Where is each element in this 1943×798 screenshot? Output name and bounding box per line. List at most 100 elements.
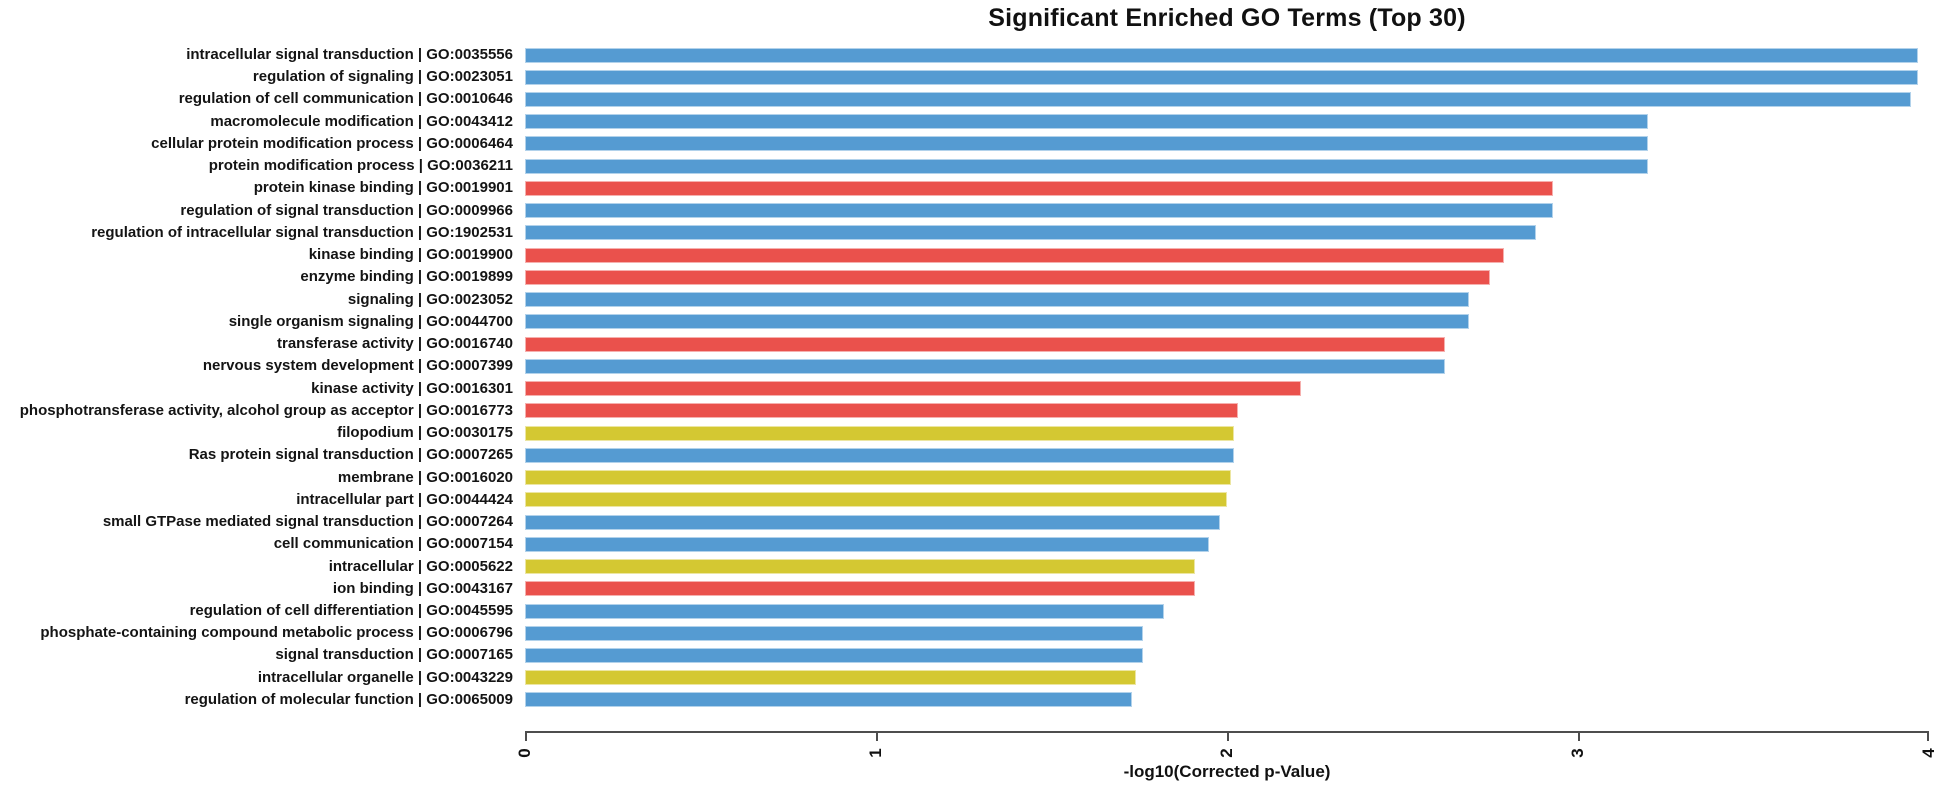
go-term-label: enzyme binding | GO:0019899	[300, 268, 513, 286]
value-bar	[525, 403, 1238, 419]
go-term-label: kinase binding | GO:0019900	[308, 246, 513, 264]
bar-track	[525, 692, 1929, 708]
bar-row: intracellular organelle | GO:0043229	[0, 667, 1943, 689]
chart-title: Significant Enriched GO Terms (Top 30)	[988, 4, 1466, 32]
value-bar	[525, 603, 1164, 619]
value-bar	[525, 692, 1132, 708]
x-axis-tick-label: 1	[866, 748, 885, 758]
value-bar	[525, 514, 1220, 530]
value-bar	[525, 425, 1234, 441]
bar-row: protein kinase binding | GO:0019901	[0, 177, 1943, 199]
bar-track	[525, 381, 1929, 397]
go-term-label: membrane | GO:0016020	[337, 468, 513, 486]
bar-row: Ras protein signal transduction | GO:000…	[0, 444, 1943, 466]
bar-row: macromolecule modification | GO:0043412	[0, 111, 1943, 133]
bar-row: cell communication | GO:0007154	[0, 533, 1943, 555]
go-term-label: phosphotransferase activity, alcohol gro…	[19, 401, 513, 419]
value-bar	[525, 158, 1648, 174]
value-bar	[525, 292, 1469, 308]
value-bar	[525, 470, 1231, 486]
value-bar	[525, 47, 1918, 63]
go-term-label: intracellular | GO:0005622	[328, 557, 513, 575]
x-axis-tick-label: 2	[1217, 748, 1236, 758]
x-axis-tick-mark	[1227, 733, 1229, 741]
x-axis-tick-label: 0	[515, 748, 534, 758]
bar-track	[525, 247, 1929, 263]
go-term-label: protein modification process | GO:003621…	[208, 157, 513, 175]
value-bar	[525, 647, 1143, 663]
bar-track	[525, 647, 1929, 663]
bar-row: intracellular signal transduction | GO:0…	[0, 44, 1943, 66]
go-term-label: regulation of intracellular signal trans…	[91, 223, 513, 241]
go-term-label: regulation of signal transduction | GO:0…	[180, 201, 513, 219]
go-term-label: cellular protein modification process | …	[151, 134, 513, 152]
bar-row: regulation of intracellular signal trans…	[0, 222, 1943, 244]
x-axis-tick-mark	[1927, 733, 1929, 741]
go-term-label: regulation of signaling | GO:0023051	[252, 68, 513, 86]
bar-row: small GTPase mediated signal transductio…	[0, 511, 1943, 533]
bar-row: phosphate-containing compound metabolic …	[0, 622, 1943, 644]
bar-track	[525, 69, 1929, 85]
value-bar	[525, 581, 1195, 597]
go-term-label: signal transduction | GO:0007165	[275, 646, 513, 664]
bar-row: regulation of signaling | GO:0023051	[0, 66, 1943, 88]
value-bar	[525, 314, 1469, 330]
bar-track	[525, 158, 1929, 174]
go-term-label: regulation of cell communication | GO:00…	[178, 90, 513, 108]
value-bar	[525, 136, 1648, 152]
bar-track	[525, 603, 1929, 619]
go-term-label: nervous system development | GO:0007399	[202, 357, 513, 375]
bar-track	[525, 470, 1929, 486]
go-term-label: intracellular part | GO:0044424	[296, 490, 513, 508]
bar-track	[525, 225, 1929, 241]
bar-row: cellular protein modification process | …	[0, 133, 1943, 155]
bar-track	[525, 492, 1929, 508]
bar-row: protein modification process | GO:003621…	[0, 155, 1943, 177]
bar-row: kinase activity | GO:0016301	[0, 378, 1943, 400]
go-term-label: small GTPase mediated signal transductio…	[102, 513, 513, 531]
go-term-label: cell communication | GO:0007154	[273, 535, 513, 553]
bar-track	[525, 403, 1929, 419]
value-bar	[525, 336, 1445, 352]
value-bar	[525, 203, 1553, 219]
x-axis: 0 1 2 3 4	[515, 731, 1938, 791]
bar-track	[525, 336, 1929, 352]
bar-track	[525, 425, 1929, 441]
value-bar	[525, 247, 1504, 263]
value-bar	[525, 492, 1227, 508]
value-bar	[525, 559, 1195, 575]
bar-row: intracellular | GO:0005622	[0, 556, 1943, 578]
bar-row: filopodium | GO:0030175	[0, 422, 1943, 444]
bar-track	[525, 136, 1929, 152]
bar-row: enzyme binding | GO:0019899	[0, 266, 1943, 288]
go-term-label: kinase activity | GO:0016301	[311, 379, 513, 397]
bar-row: membrane | GO:0016020	[0, 467, 1943, 489]
bar-track	[525, 514, 1929, 530]
bar-track	[525, 625, 1929, 641]
go-term-label: signaling | GO:0023052	[347, 290, 513, 308]
value-bar	[525, 536, 1209, 552]
bar-track	[525, 91, 1929, 107]
value-bar	[525, 180, 1553, 196]
go-term-label: filopodium | GO:0030175	[337, 424, 513, 442]
bar-track	[525, 670, 1929, 686]
bar-row: transferase activity | GO:0016740	[0, 333, 1943, 355]
value-bar	[525, 447, 1234, 463]
x-axis-tick-label: 4	[1919, 748, 1938, 758]
bar-track	[525, 581, 1929, 597]
go-term-label: intracellular organelle | GO:0043229	[257, 668, 513, 686]
bar-row: kinase binding | GO:0019900	[0, 244, 1943, 266]
value-bar	[525, 114, 1648, 130]
x-axis-tick-mark	[525, 733, 527, 741]
value-bar	[525, 91, 1911, 107]
bar-row: ion binding | GO:0043167	[0, 578, 1943, 600]
bar-row: signal transduction | GO:0007165	[0, 644, 1943, 666]
bar-track	[525, 447, 1929, 463]
x-axis-tick-label: 3	[1568, 748, 1587, 758]
go-term-label: transferase activity | GO:0016740	[276, 335, 513, 353]
go-term-label: intracellular signal transduction | GO:0…	[186, 46, 513, 63]
value-bar	[525, 358, 1445, 374]
bar-row: regulation of cell communication | GO:00…	[0, 88, 1943, 110]
bar-row: regulation of cell differentiation | GO:…	[0, 600, 1943, 622]
